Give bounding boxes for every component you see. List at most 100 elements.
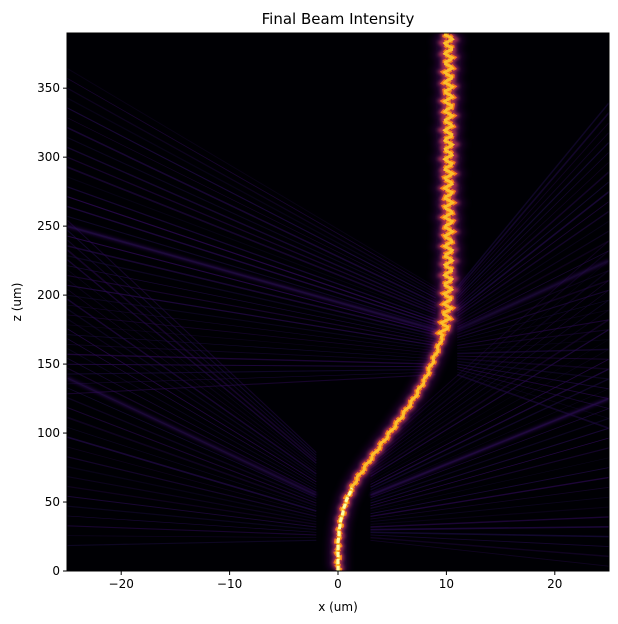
scatter-streak — [67, 446, 317, 515]
scatter-streak — [457, 329, 609, 349]
y-axis-ticks: 0 50 100 150 200 250 300 350 — [37, 81, 67, 578]
scatter-streak — [457, 289, 609, 339]
scatter-streak — [457, 309, 609, 344]
scatter-streak — [457, 358, 609, 370]
scatter-streak — [67, 249, 317, 462]
scatter-streak — [456, 151, 609, 301]
scatter-streak — [370, 339, 609, 480]
scatter-streak — [67, 265, 436, 341]
scatter-streak — [370, 408, 609, 499]
scatter-streak — [67, 505, 317, 531]
scatter-streak — [67, 334, 436, 360]
x-axis-label: x (um) — [318, 600, 358, 614]
scatter-streak — [67, 255, 436, 339]
scatter-streak — [457, 319, 609, 347]
x-axis-ticks: −20 −10 0 10 20 — [109, 571, 562, 591]
scatter-streak — [370, 447, 609, 510]
scatter-streak — [67, 371, 436, 385]
scatter-streak — [456, 240, 609, 325]
scatter-streak — [67, 396, 317, 502]
scatter-streak — [67, 416, 317, 507]
scatter-streak — [370, 531, 609, 538]
scatter-streak — [457, 348, 609, 355]
y-tick-label: 300 — [37, 150, 60, 164]
scatter-streak — [456, 132, 609, 296]
scatter-streak — [67, 465, 317, 520]
scatter-streak — [67, 456, 317, 517]
scatter-streak — [456, 210, 609, 317]
scatter-streak — [456, 373, 609, 430]
scatter-streak — [67, 374, 436, 395]
scatter-streak — [370, 329, 609, 478]
beam-core — [335, 33, 456, 571]
scatter-streak — [67, 176, 436, 317]
scatter-streak-main — [67, 224, 436, 332]
scatter-streak — [67, 166, 436, 315]
scatter-streak — [456, 171, 609, 307]
scatter-streak — [67, 304, 436, 352]
scatter-streak — [456, 181, 609, 309]
y-tick-label: 250 — [37, 219, 60, 233]
scatter-streak — [457, 366, 609, 400]
y-tick-label: 100 — [37, 426, 60, 440]
scatter-streak — [370, 388, 609, 493]
scatter-streak — [67, 363, 436, 368]
y-tick-label: 0 — [52, 564, 60, 578]
scatter-streak — [457, 363, 609, 390]
scatter-streak — [370, 525, 609, 531]
scatter-streak — [67, 515, 317, 533]
scatter-streak — [457, 360, 609, 380]
y-tick-label: 50 — [45, 495, 60, 509]
scatter-streak — [67, 328, 317, 483]
scatter-streak — [370, 309, 609, 472]
scatter-streak — [456, 141, 609, 299]
scatter-streak — [457, 299, 609, 341]
scatter-streak — [67, 347, 317, 488]
y-tick-label: 350 — [37, 81, 60, 95]
scatter-streak — [457, 355, 609, 360]
scatter-streak — [370, 417, 609, 502]
scatter-streak — [370, 534, 609, 547]
scatter-streak — [67, 387, 317, 499]
scatter-streak — [67, 308, 317, 478]
scatter-streak — [67, 338, 317, 485]
x-tick-label: 20 — [547, 577, 562, 591]
scatter-streak — [67, 117, 436, 301]
scatter-streak — [67, 314, 436, 354]
scatter-streak — [370, 299, 609, 469]
scatter-streak — [370, 467, 609, 515]
scatter-streak — [67, 324, 436, 357]
scatter-streak — [67, 97, 436, 296]
scatter-streak — [67, 219, 317, 454]
scatter-streak — [67, 195, 436, 323]
scatter-streak — [67, 205, 436, 325]
scatter-streak — [370, 319, 609, 475]
beam-trace — [328, 33, 467, 571]
x-tick-label: 0 — [334, 577, 342, 591]
scatter-streak — [370, 506, 609, 525]
scatter-streak — [67, 284, 436, 347]
scatter-streak-main — [369, 397, 609, 497]
scatter-streak — [370, 539, 609, 567]
scatter-streak — [67, 87, 436, 293]
x-tick-label: −20 — [109, 577, 134, 591]
scatter-streak — [67, 298, 317, 475]
y-tick-label: 150 — [37, 357, 60, 371]
scatter-streak — [67, 146, 436, 310]
scatter-streak — [67, 269, 317, 467]
scatter-streak — [67, 357, 317, 491]
x-tick-label: −10 — [217, 577, 242, 591]
scatter-streak — [67, 136, 436, 307]
scatter-streak — [67, 235, 436, 333]
scatter-streak — [67, 368, 436, 375]
scatter-streak-main — [67, 376, 317, 497]
scatter-streak — [67, 215, 436, 328]
scatter-streak — [370, 348, 609, 483]
scatter-streak — [67, 367, 317, 494]
scatter-streak — [457, 161, 609, 304]
scatter-streak — [370, 457, 609, 512]
scatter-streak — [456, 279, 609, 336]
y-axis-label: z (um) — [10, 283, 24, 322]
scatter-streak — [67, 126, 436, 304]
scatter-streak — [67, 539, 317, 547]
